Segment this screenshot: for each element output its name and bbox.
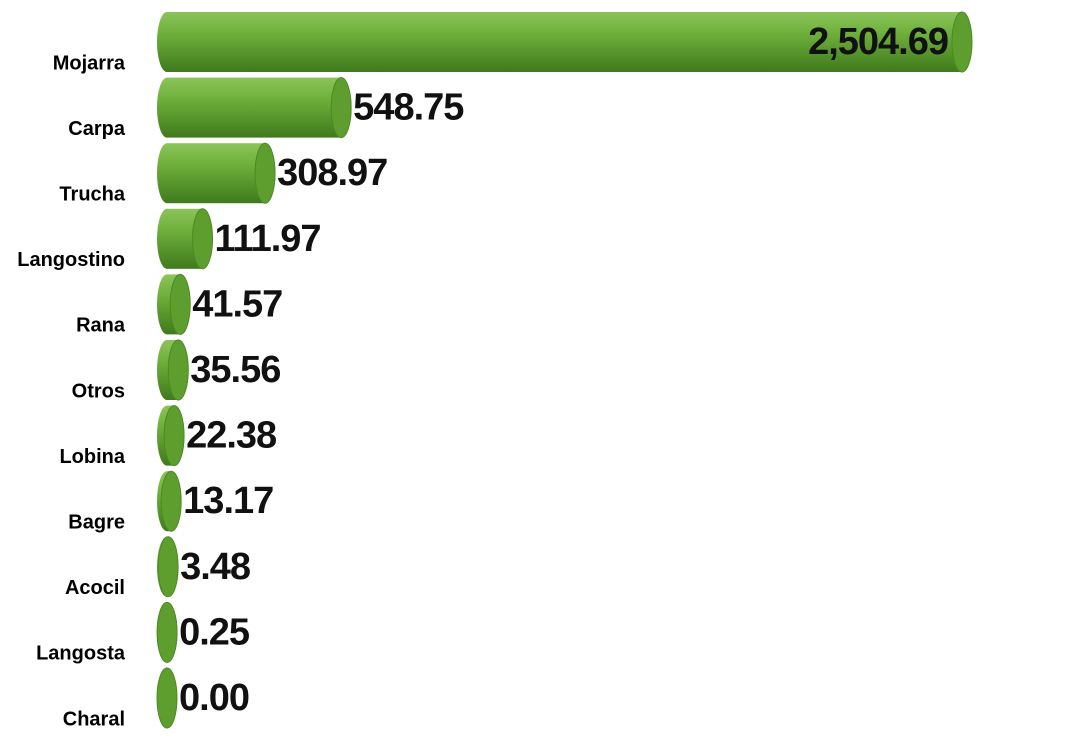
bar — [157, 471, 181, 531]
bar — [157, 406, 184, 466]
bar-cap-right — [157, 602, 177, 662]
value-label: 0.00 — [179, 677, 249, 719]
category-label: Acocil — [65, 577, 125, 599]
value-label: 0.25 — [179, 611, 250, 653]
bar — [157, 340, 188, 400]
category-label: Charal — [63, 708, 125, 730]
value-label: 111.97 — [215, 218, 321, 260]
value-label: 35.56 — [190, 349, 280, 391]
category-label: Langosta — [36, 643, 126, 665]
bar-cap-right — [255, 143, 275, 203]
category-label: Bagre — [68, 511, 125, 533]
value-label: 22.38 — [186, 415, 276, 457]
bar-cap-right — [193, 209, 213, 269]
category-label: Lobina — [59, 446, 125, 468]
bar-cap-right — [164, 406, 184, 466]
bar-cap-right — [331, 78, 351, 138]
bar — [157, 78, 351, 138]
value-label: 13.17 — [183, 480, 273, 522]
value-label: 2,504.69 — [808, 21, 948, 63]
category-label: Mojarra — [53, 52, 126, 74]
chart: Mojarra 2,504.69 Carpa 548.75 Trucha 308.97 La… — [0, 0, 1082, 749]
value-label: 548.75 — [353, 87, 464, 129]
category-label: Rana — [76, 315, 126, 337]
bar-body — [167, 78, 341, 138]
value-label: 308.97 — [277, 152, 387, 194]
bar-cap-right — [157, 668, 177, 728]
bar — [157, 537, 178, 597]
category-label: Otros — [72, 380, 125, 402]
bar-cap-right — [170, 274, 190, 334]
bar-cap-right — [161, 471, 181, 531]
bar — [157, 209, 213, 269]
category-label: Langostino — [17, 249, 125, 271]
value-label: 41.57 — [192, 283, 282, 325]
bar — [157, 668, 177, 728]
bar-cap-right — [158, 537, 178, 597]
bar — [157, 602, 177, 662]
category-label: Trucha — [59, 183, 125, 205]
bar-cap-right — [952, 12, 972, 72]
bar-body — [167, 143, 265, 203]
bar — [157, 274, 190, 334]
bar-cap-right — [168, 340, 188, 400]
bar — [157, 143, 275, 203]
category-label: Carpa — [68, 118, 126, 140]
value-label: 3.48 — [180, 546, 250, 588]
